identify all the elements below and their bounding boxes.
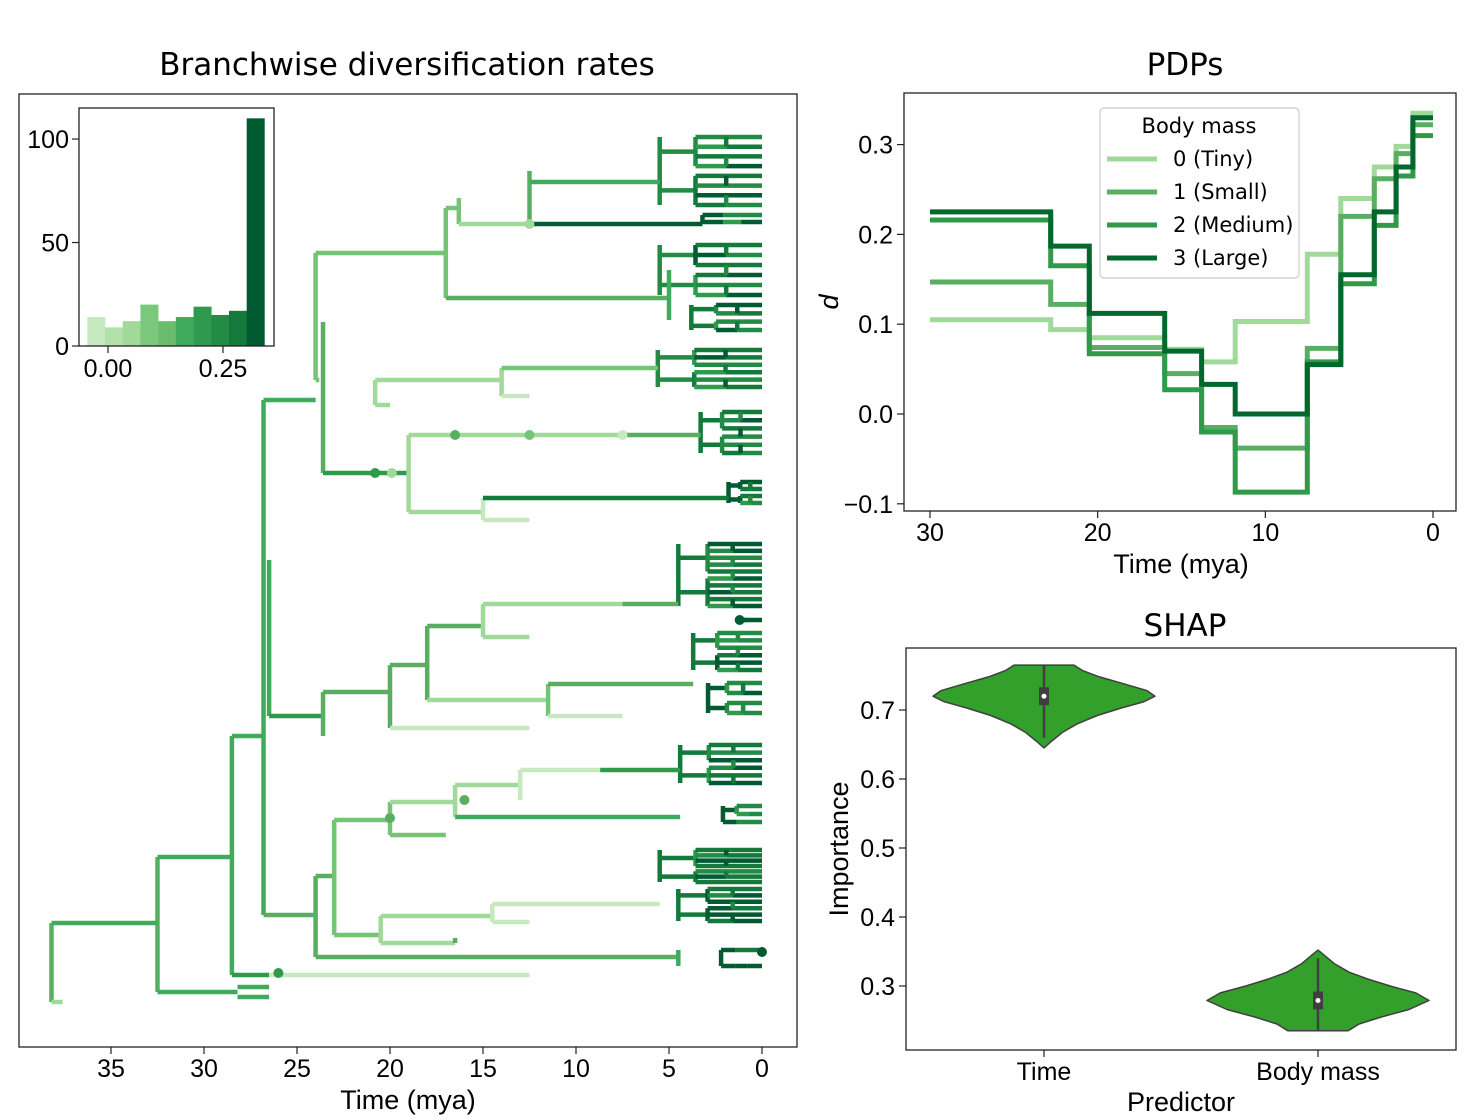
histogram-bar — [175, 317, 194, 346]
pdp-y-tick-label: 0.1 — [858, 311, 893, 339]
pdp-x-tick-label: 10 — [1251, 519, 1279, 547]
tree-x-tick-label: 10 — [562, 1055, 590, 1083]
pdp-lines — [930, 110, 1433, 495]
pdp-xlabel: Time (mya) — [1113, 549, 1249, 579]
legend-label: 1 (Small) — [1173, 180, 1268, 204]
shap-frame — [905, 647, 1457, 1051]
histogram-bar — [140, 304, 159, 346]
legend-label: 3 (Large) — [1173, 246, 1269, 270]
histogram-bar — [158, 321, 177, 346]
tree-x-tick-label: 35 — [97, 1055, 125, 1083]
shap-title: SHAP — [1144, 608, 1227, 644]
legend-label: 0 (Tiny) — [1173, 147, 1253, 171]
pdp-series-line — [930, 115, 1433, 417]
rate-shift-marker — [385, 813, 395, 823]
pdp-y-tick-label: 0.0 — [858, 401, 893, 429]
shap-xlabel: Predictor — [1127, 1087, 1235, 1117]
rate-shift-marker — [450, 430, 461, 440]
pdp-axes: 30 20 10 0 −0.1 0.0 0.1 0.2 0.3 — [844, 132, 1440, 547]
legend-frame — [1099, 107, 1300, 279]
shap-y-tick-label: 0.3 — [860, 973, 895, 1001]
pdp-x-tick-label: 0 — [1426, 519, 1440, 547]
rate-shift-marker — [617, 430, 628, 440]
rate-shift-marker — [273, 968, 284, 978]
tree-x-tick-label: 5 — [662, 1055, 676, 1083]
shap-x-tick-label: Body mass — [1256, 1058, 1380, 1086]
pdp-y-tick-label: 0.2 — [858, 221, 893, 249]
violin-median — [1315, 997, 1321, 1003]
pdp-legend: Body mass 0 (Tiny) 1 (Small) 2 (Medium) 3 (… — [1099, 107, 1300, 279]
inset-background — [79, 108, 274, 346]
rate-shift-marker — [524, 430, 535, 440]
histogram-bar — [122, 321, 141, 346]
rate-shift-marker — [370, 468, 381, 478]
histogram-bar — [193, 306, 212, 346]
pdp-ylabel: d — [814, 294, 844, 310]
histogram-bar — [87, 317, 106, 346]
histogram-bar — [246, 118, 265, 346]
histogram-bar — [228, 310, 247, 346]
inset-frame — [78, 107, 275, 347]
violin-median — [1041, 693, 1047, 699]
tree-xlabel: Time (mya) — [340, 1085, 476, 1115]
rate-shift-marker — [524, 219, 535, 229]
rate-shift-marker — [386, 468, 397, 478]
legend-title: Body mass — [1142, 114, 1257, 138]
tree-branches — [49, 134, 767, 1005]
shap-violins — [932, 664, 1430, 1032]
tree-title: Branchwise diversification rates — [159, 47, 655, 83]
inset-y-tick-label: 100 — [27, 126, 69, 154]
inset-y-tick-label: 0 — [55, 333, 69, 361]
shap-y-tick-label: 0.6 — [860, 766, 895, 794]
pdp-x-tick-label: 30 — [916, 519, 944, 547]
inset-x-tick-label: 0.00 — [84, 355, 133, 383]
tree-frame — [18, 93, 798, 1048]
pdp-x-tick-label: 20 — [1084, 519, 1112, 547]
inset-axes: 0 50 100 0.00 0.25 — [27, 126, 247, 383]
tree-x-tick-label: 0 — [755, 1055, 769, 1083]
inset-x-tick-label: 0.25 — [199, 355, 248, 383]
shap-ylabel: Importance — [824, 781, 854, 916]
tree-x-axis: 35 30 25 20 15 10 5 0 — [97, 1047, 769, 1083]
pdp-y-tick-label: −0.1 — [844, 491, 893, 519]
legend-label: 2 (Medium) — [1173, 213, 1293, 237]
pdp-frame — [903, 92, 1457, 512]
tree-x-tick-label: 30 — [190, 1055, 218, 1083]
shap-axes: 0.3 0.4 0.5 0.6 0.7 Time Body mass — [860, 697, 1380, 1086]
shap-x-tick-label: Time — [1017, 1058, 1072, 1086]
shap-y-tick-label: 0.5 — [860, 835, 895, 863]
tree-x-tick-label: 20 — [376, 1055, 404, 1083]
tree-x-tick-label: 25 — [283, 1055, 311, 1083]
shap-y-tick-label: 0.4 — [860, 904, 895, 932]
rate-shift-marker — [757, 947, 767, 957]
histogram-bar — [211, 314, 230, 346]
histogram-bar — [105, 327, 124, 346]
shap-y-tick-label: 0.7 — [860, 697, 895, 725]
inset-y-tick-label: 50 — [41, 230, 69, 258]
pdp-title: PDPs — [1147, 47, 1224, 83]
tree-x-tick-label: 15 — [469, 1055, 497, 1083]
inset-histogram — [87, 118, 265, 346]
rate-shift-marker — [459, 795, 470, 805]
pdp-y-tick-label: 0.3 — [858, 132, 893, 160]
rate-shift-marker — [734, 615, 745, 625]
